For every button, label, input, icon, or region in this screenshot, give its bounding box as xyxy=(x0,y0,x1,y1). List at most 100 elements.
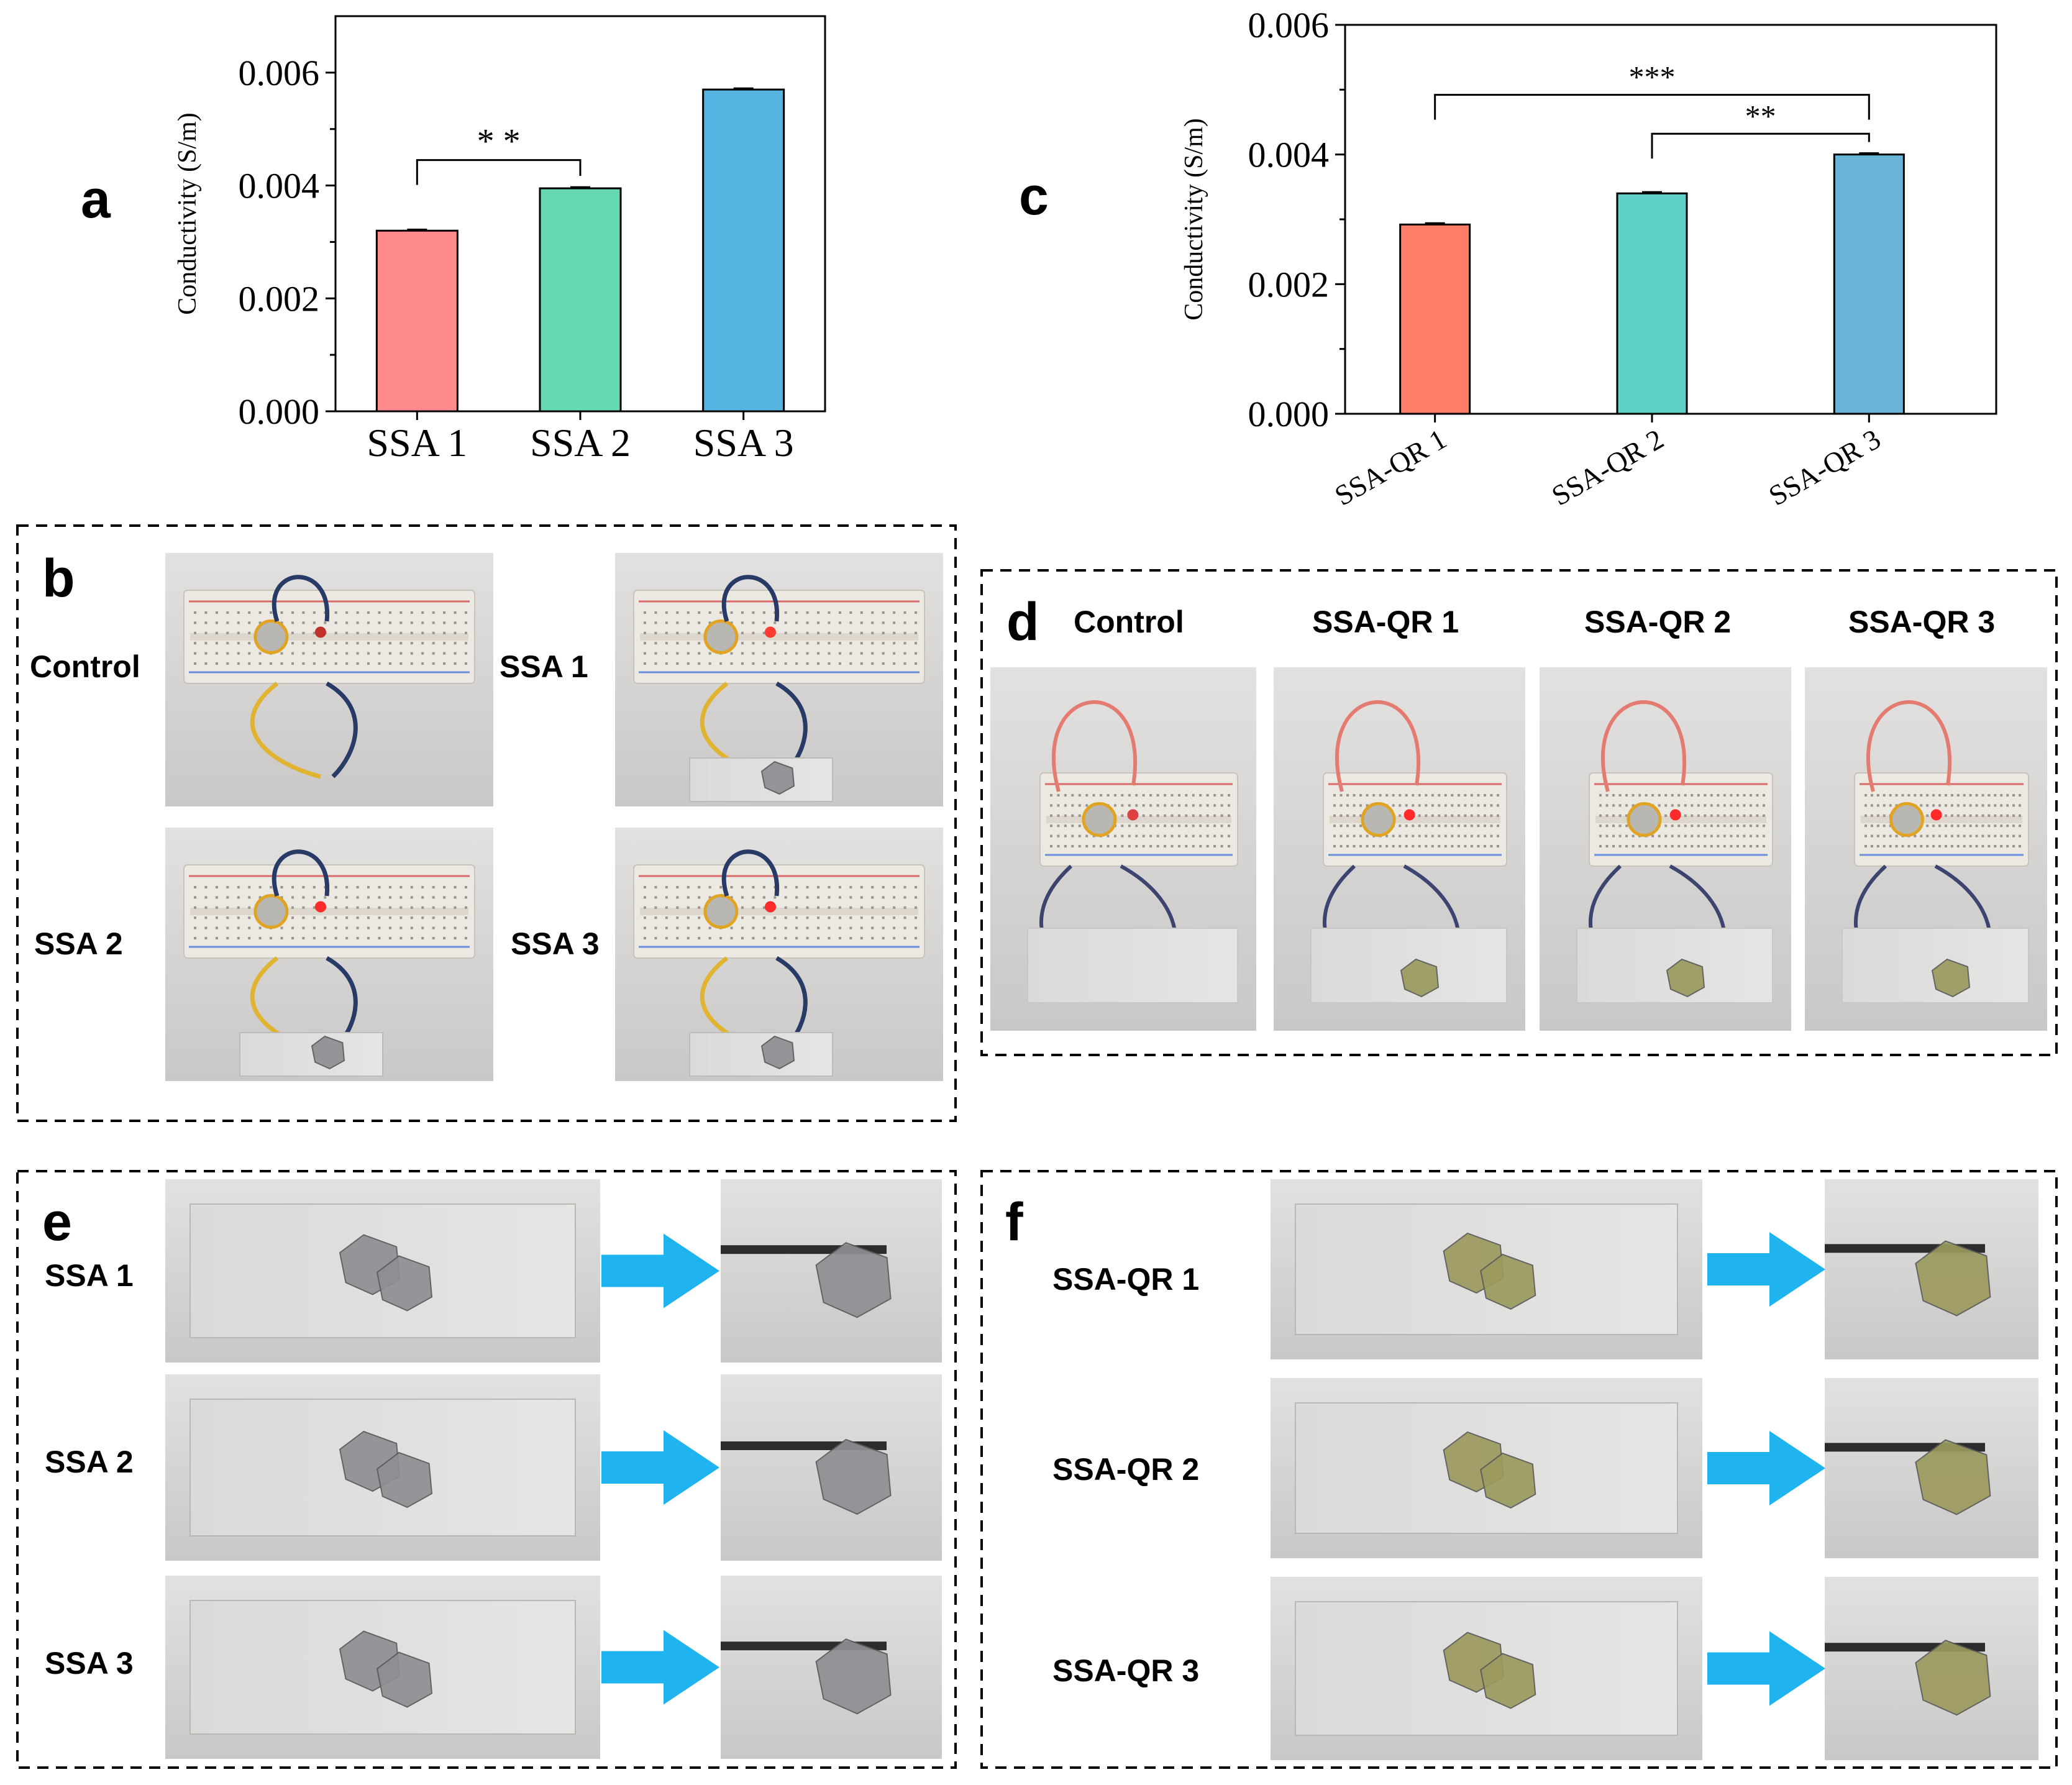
panel-b-photo-2-hole xyxy=(237,886,240,888)
panel-d-photo-0-hole xyxy=(1113,845,1116,847)
panel-d-photo-0-hole xyxy=(1113,834,1116,838)
panel-b-photo-1-hole xyxy=(795,611,798,614)
panel-b-photo-0-hole xyxy=(302,652,305,655)
panel-b-photo-3-hole xyxy=(893,937,896,939)
panel-b-photo-1-hole xyxy=(752,621,755,624)
panel-b-photo-0-hole xyxy=(258,611,262,614)
panel-d-photo-0-hole xyxy=(1220,804,1223,807)
panel-d-photo-0-hole xyxy=(1071,845,1074,847)
panel-d-photo-0-battery xyxy=(1082,802,1117,837)
panel-b-photo-1-hole xyxy=(741,652,744,655)
panel-b-photo-3-hole xyxy=(676,916,679,920)
panel-b-photo-2-hole xyxy=(421,937,424,939)
panel-b-photo-1-hole xyxy=(903,662,906,665)
panel-d-photo-3-hole xyxy=(1963,824,1966,828)
panel-d-photo-2-hole xyxy=(1625,794,1628,797)
panel-b-photo-2-hole xyxy=(291,886,294,888)
panel-d-photo-1-hole xyxy=(1418,794,1421,797)
panel-b-photo-0-hole xyxy=(215,642,218,645)
panel-b-photo-1-hole xyxy=(665,621,668,624)
panel-b-photo-0-hole xyxy=(465,611,467,614)
panel-b-photo-1-hole xyxy=(882,631,885,634)
panel-d-border xyxy=(980,569,2058,1056)
panel-b-photo-1-hole xyxy=(838,621,841,624)
panel-d-photo-1-hole xyxy=(1457,845,1460,847)
panel-d-photo-1-hole xyxy=(1379,794,1382,797)
panel-d-photo-0-hole xyxy=(1071,804,1074,807)
panel-d-photo-1-hole xyxy=(1477,834,1480,838)
panel-d-photo-3-hole xyxy=(2000,794,2003,797)
panel-b-photo-2-hole xyxy=(378,886,381,888)
panel-b-photo-1-hole xyxy=(676,631,679,634)
panel-d-photo-1-hole xyxy=(1431,804,1434,807)
panel-b-photo-3-hole xyxy=(665,916,668,920)
panel-d-photo-2-hole xyxy=(1697,845,1700,847)
panel-b-photo-0-hole xyxy=(302,662,305,665)
panel-b-photo-1-hole xyxy=(828,642,831,645)
panel-b-photo-3-hole xyxy=(903,937,906,939)
panel-b-photo-2-hole xyxy=(399,896,403,899)
x-tick-label-a-2: SSA 3 xyxy=(693,421,794,465)
panel-d-photo-0-hole xyxy=(1206,794,1209,797)
panel-e-row-0-piece-right xyxy=(376,1255,433,1312)
panel-e-row-1-healed-sample xyxy=(815,1438,892,1515)
panel-b-photo-0-hole xyxy=(215,611,218,614)
panel-b-photo-1-hole xyxy=(762,662,765,665)
panel-b-photo-1-hole xyxy=(762,642,765,645)
panel-b-photo-3-hole xyxy=(817,926,820,929)
panel-d-photo-1-hole xyxy=(1385,845,1389,847)
panel-d-photo-2-battery xyxy=(1627,802,1662,837)
panel-b-photo-0-hole xyxy=(388,662,391,665)
panel-d-photo-1-hole xyxy=(1457,794,1460,797)
panel-d-photo-3-hole xyxy=(1950,845,1953,847)
panel-b-photo-2-hole xyxy=(194,916,196,920)
panel-b-photo-2-hole xyxy=(291,916,294,920)
panel-d-photo-2-hole xyxy=(1691,794,1694,797)
panel-b-photo-2-hole xyxy=(421,886,424,888)
panel-b-photo-2-hole xyxy=(313,896,316,899)
panel-d-photo-3-hole xyxy=(1889,824,1892,828)
panel-b-photo-0-hole xyxy=(334,621,337,624)
panel-b-photo-3-hole xyxy=(741,926,744,929)
panel-letter-a: a xyxy=(81,170,111,229)
panel-b-photo-3-hole xyxy=(817,906,820,909)
panel-d-photo-2-hole xyxy=(1658,845,1661,847)
panel-b-photo-2-hole xyxy=(432,896,435,899)
panel-b-photo-1-hole xyxy=(882,621,885,624)
panel-b-photo-1-hole xyxy=(719,662,723,665)
panel-f-row-1-tweezer-photo xyxy=(1825,1378,2038,1558)
panel-d-photo-0-hole xyxy=(1050,824,1052,828)
panel-d-photo-3-hole xyxy=(1944,804,1947,807)
panel-d-photo-0-center-channel xyxy=(1046,816,1231,823)
bar-a-2 xyxy=(702,88,785,413)
panel-d-photo-2-hole xyxy=(1677,834,1681,838)
panel-b-photo-1-hole xyxy=(893,652,896,655)
panel-d-photo-0-hole xyxy=(1177,824,1180,828)
panel-b-photo-2-hole xyxy=(226,886,229,888)
panel-b-photo-3-hole xyxy=(893,906,896,909)
panel-d-photo-0-hole xyxy=(1185,824,1188,828)
panel-e-label-ssa1: SSA 1 xyxy=(45,1258,134,1293)
panel-d-photo-3-hole xyxy=(2012,845,2015,847)
panel-b: b Control SSA 1 SSA 2 SSA 3 xyxy=(16,524,957,1122)
panel-b-photo-0-hole xyxy=(334,631,337,634)
panel-d-photo-2-hole xyxy=(1691,845,1694,847)
panel-d-photo-2-hole xyxy=(1756,845,1759,847)
panel-d-photo-3-hole xyxy=(1926,794,1929,797)
panel-d-photo-0-led xyxy=(1127,809,1139,821)
panel-e-row-0-healed-sample xyxy=(815,1242,892,1318)
panel-b-photo-2-hole xyxy=(302,916,305,920)
panel-d-photo-1-hole xyxy=(1333,845,1336,847)
panel-d-photo-2-hole xyxy=(1618,845,1622,847)
panel-b-photo-1-hole xyxy=(915,642,917,645)
panel-d-photo-0-hole xyxy=(1199,834,1202,838)
panel-d-photo-2-hole xyxy=(1677,794,1681,797)
panel-b-photo-3-hole xyxy=(665,937,668,939)
panel-b-photo-0-hole xyxy=(443,631,446,634)
panel-b-photo-0-hole xyxy=(204,621,208,624)
y-tick-label-c-0: 0.000 xyxy=(1248,394,1330,434)
panel-d-photo-0-hole xyxy=(1121,814,1124,817)
panel-b-photo-0-hole xyxy=(356,611,359,614)
panel-d-photo-0-hole xyxy=(1171,804,1174,807)
panel-d-photo-1-hole xyxy=(1418,804,1421,807)
